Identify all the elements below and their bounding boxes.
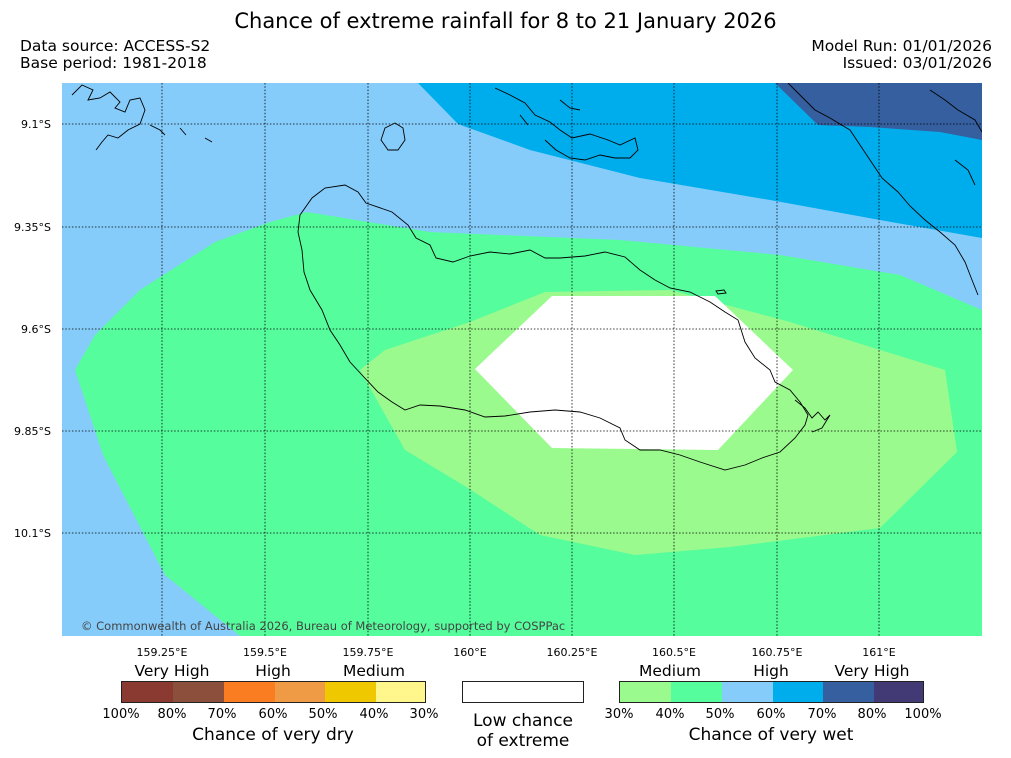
dry-tick: 70% xyxy=(207,707,237,722)
low-chance-label-2: of extreme xyxy=(476,731,570,751)
wet-swatch xyxy=(722,682,773,702)
wet-tick: 30% xyxy=(604,707,634,722)
lat-tick-label: 9.35°S xyxy=(14,221,51,234)
dry-swatch xyxy=(325,682,376,702)
coast-northeast xyxy=(494,87,639,161)
lon-tick-label: 159.25°E xyxy=(137,646,188,659)
wet-tick: 40% xyxy=(655,707,685,722)
dry-header-medium: Medium xyxy=(343,662,405,680)
dry-caption: Chance of very dry xyxy=(192,725,354,745)
wet-header-very-high: Very High xyxy=(834,662,910,680)
wet-colorbar xyxy=(619,681,924,703)
lon-tick-label: 161°E xyxy=(862,646,895,659)
copyright-note: © Commonwealth of Australia 2026, Bureau… xyxy=(81,619,565,633)
dry-header-very-high: Very High xyxy=(134,662,210,680)
base-period: Base period: 1981-2018 xyxy=(20,54,207,72)
dry-swatch xyxy=(122,682,173,702)
dry-swatch xyxy=(275,682,325,702)
meta-right: Model Run: 01/01/2026 Issued: 03/01/2026 xyxy=(811,38,992,72)
low-chance-swatch xyxy=(462,681,584,703)
model-run: Model Run: 01/01/2026 xyxy=(811,37,992,55)
lon-tick-label: 160.25°E xyxy=(547,646,598,659)
meta-left: Data source: ACCESS-S2 Base period: 1981… xyxy=(20,38,210,72)
dry-swatch xyxy=(376,682,425,702)
coast-east-tip xyxy=(794,399,831,433)
wet-caption: Chance of very wet xyxy=(688,725,854,745)
wet-header-medium: Medium xyxy=(639,662,701,680)
lat-tick-label: 10.1°S xyxy=(14,527,51,540)
low-chance-label-1: Low chance xyxy=(473,711,573,731)
wet-tick: 60% xyxy=(756,707,786,722)
wet-swatch xyxy=(773,682,823,702)
dry-swatch xyxy=(224,682,275,702)
wet-tick: 50% xyxy=(705,707,735,722)
dry-tick: 40% xyxy=(359,707,389,722)
dry-tick: 30% xyxy=(409,707,439,722)
dry-tick: 100% xyxy=(102,707,140,722)
wet-tick: 80% xyxy=(857,707,887,722)
wet-swatch xyxy=(620,682,671,702)
coast-northwest xyxy=(71,84,213,151)
lon-tick-label: 160.75°E xyxy=(752,646,803,659)
coast-guadalcanal xyxy=(297,184,809,471)
wet-swatch xyxy=(671,682,722,702)
lon-tick-label: 160.5°E xyxy=(652,646,696,659)
coastline xyxy=(71,83,982,471)
lat-tick-labels: 9.1°S 9.35°S 9.6°S 9.85°S 10.1°S xyxy=(14,118,51,540)
chart-title: Chance of extreme rainfall for 8 to 21 J… xyxy=(234,9,777,33)
graticule xyxy=(62,83,982,636)
dry-tick: 50% xyxy=(308,707,338,722)
dry-tick: 60% xyxy=(258,707,288,722)
data-source: Data source: ACCESS-S2 xyxy=(20,37,211,55)
issued-date: Issued: 03/01/2026 xyxy=(842,54,992,72)
wet-tick: 70% xyxy=(807,707,837,722)
zone-wet-70-80 xyxy=(775,83,982,140)
wet-tick: 100% xyxy=(904,707,942,722)
dry-header-high: High xyxy=(255,662,291,680)
coast-islet xyxy=(715,289,727,295)
dry-colorbar xyxy=(121,681,426,703)
wet-swatch xyxy=(874,682,923,702)
lon-tick-label: 159.75°E xyxy=(343,646,394,659)
lon-tick-label: 159.5°E xyxy=(243,646,287,659)
wet-swatch xyxy=(823,682,874,702)
lat-tick-label: 9.85°S xyxy=(14,425,51,438)
dry-swatch xyxy=(173,682,224,702)
lat-tick-label: 9.1°S xyxy=(21,118,51,131)
lon-tick-label: 160°E xyxy=(453,646,486,659)
map-area: © Commonwealth of Australia 2026, Bureau… xyxy=(62,83,982,636)
wet-header-high: High xyxy=(753,662,789,680)
lat-tick-label: 9.6°S xyxy=(21,323,51,336)
lon-tick-labels: 159.25°E 159.5°E 159.75°E 160°E 160.25°E… xyxy=(137,646,896,659)
zone-low-chance xyxy=(475,296,793,450)
dry-tick: 80% xyxy=(157,707,187,722)
